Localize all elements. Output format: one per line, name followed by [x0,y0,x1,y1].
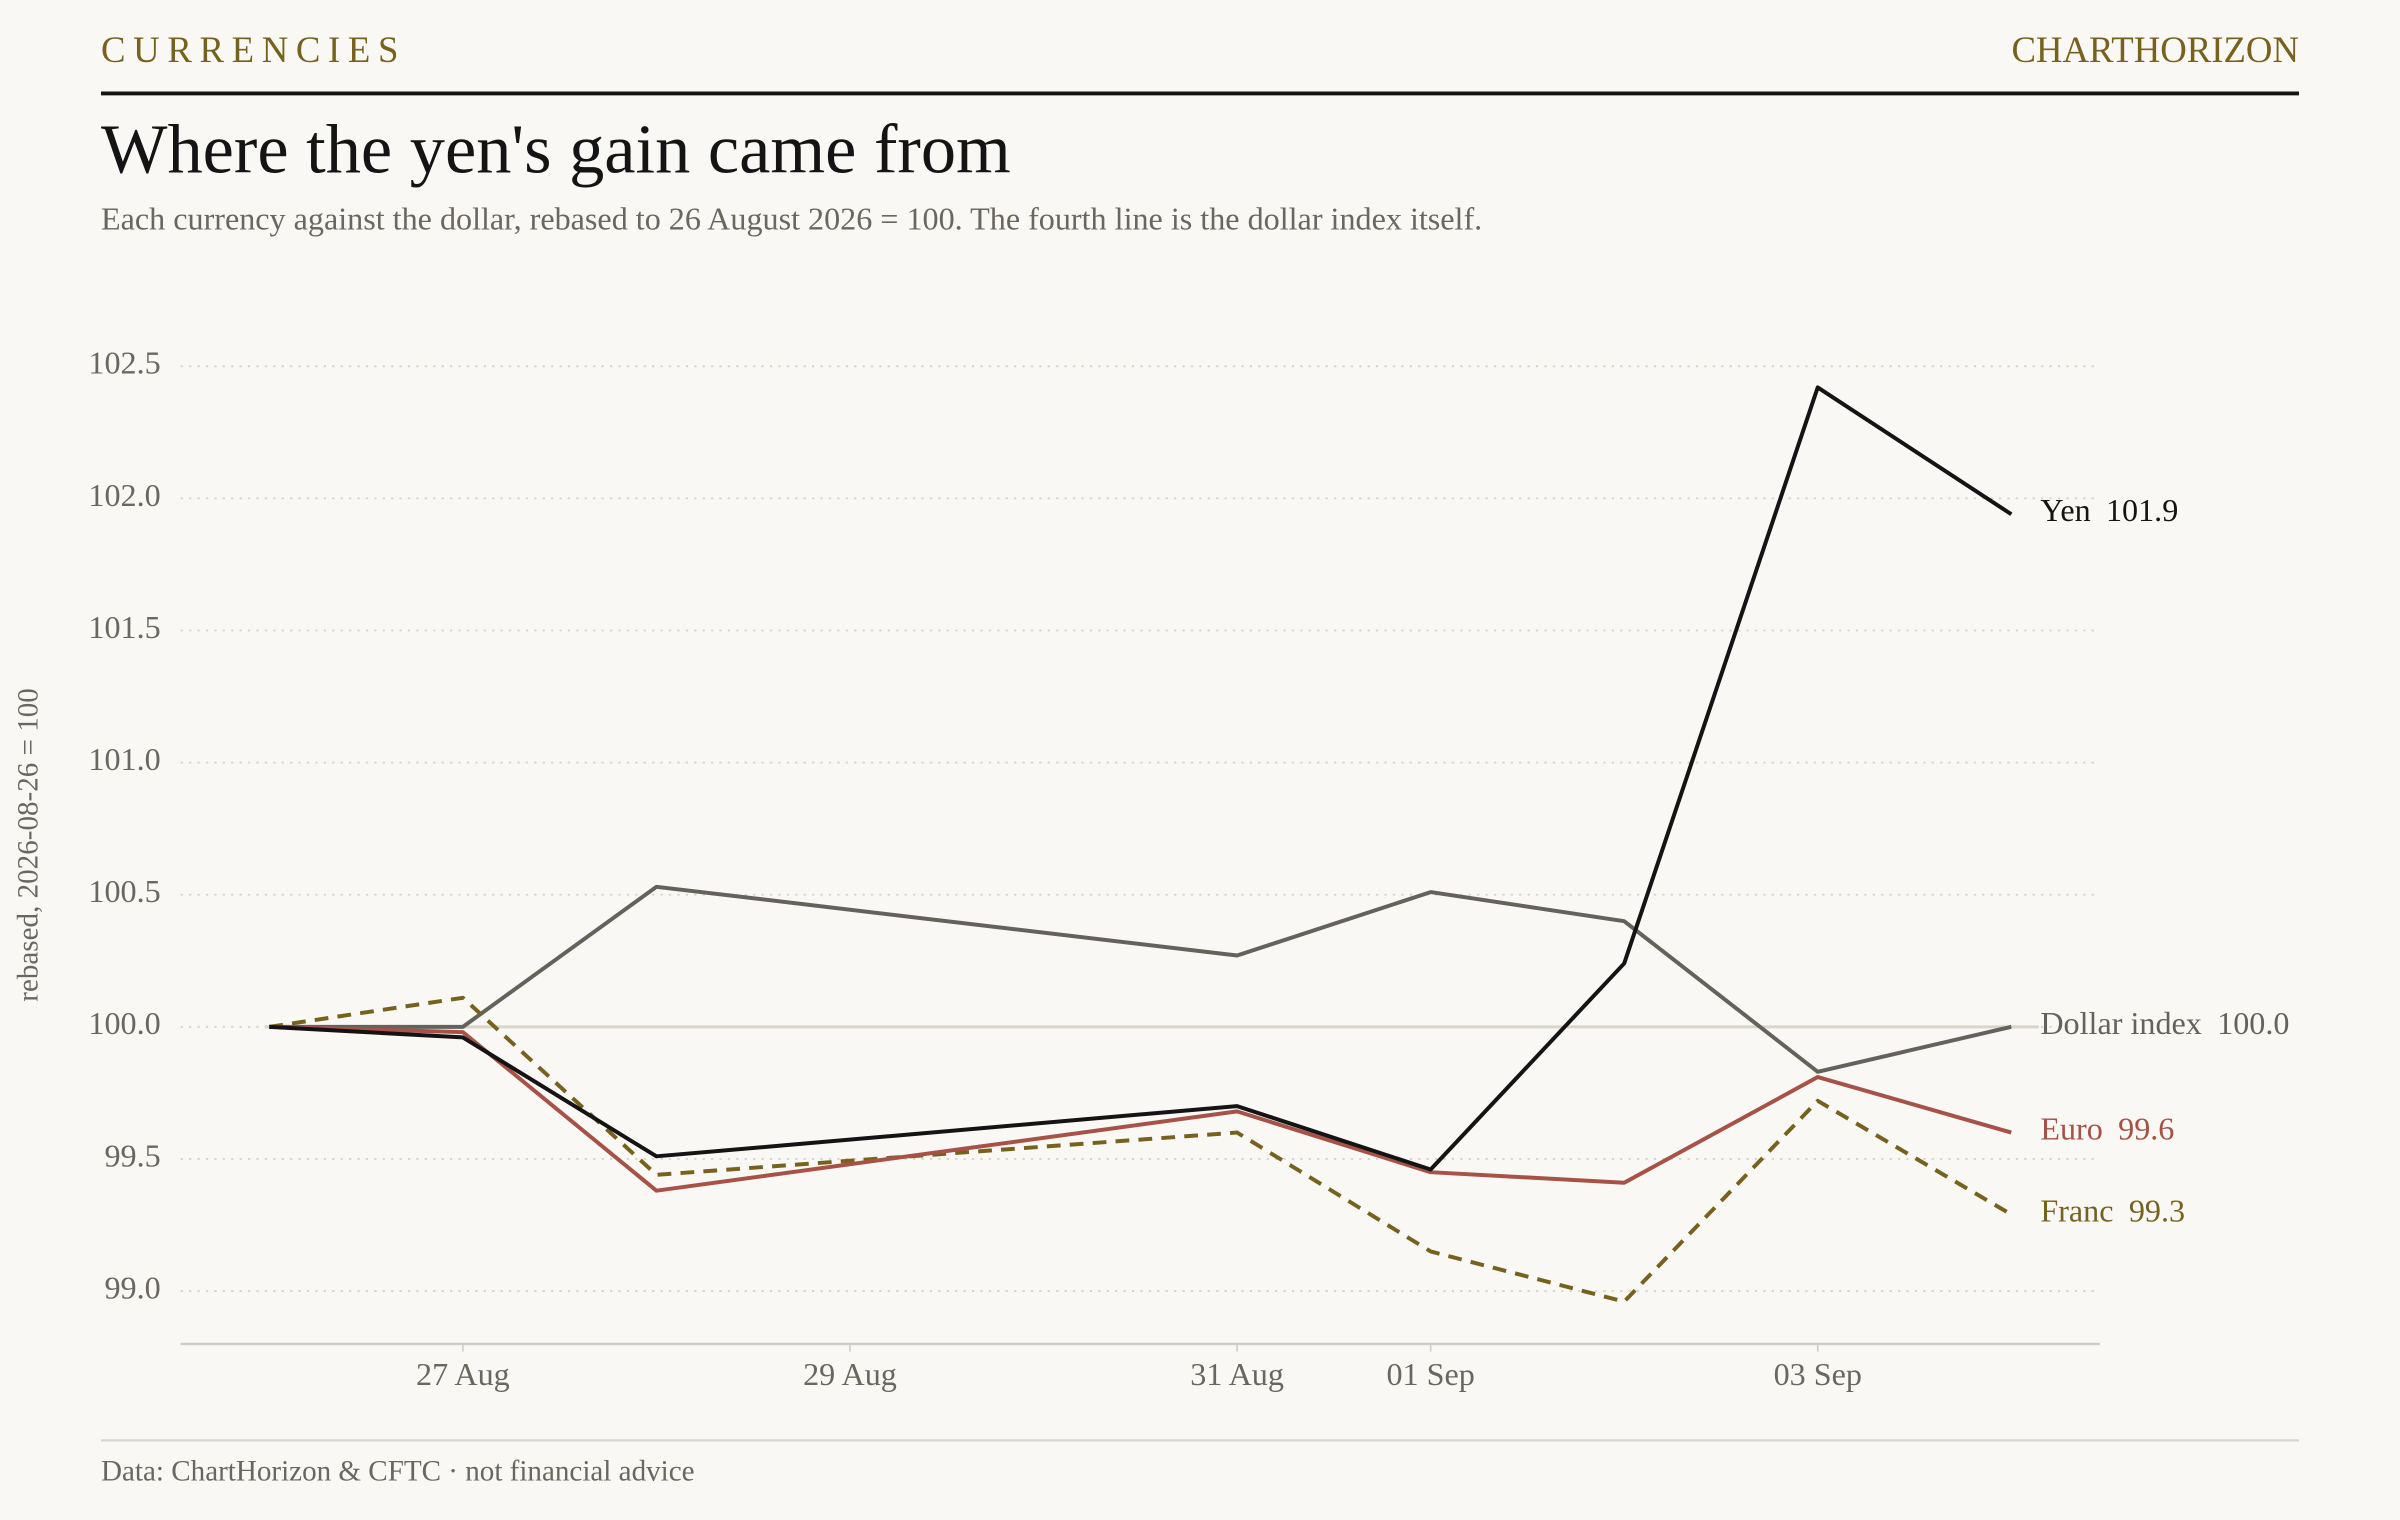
subtitle: Each currency against the dollar, rebase… [101,200,1482,236]
y-axis-label: rebased, 2026-08-26 = 100 [12,688,44,1002]
y-tick-label: 99.0 [104,1269,160,1305]
x-tick-label: 31 Aug [1190,1356,1284,1392]
x-tick-label: 01 Sep [1386,1356,1474,1392]
end-label: Yen 101.9 [2040,493,2178,529]
end-label: Euro 99.6 [2040,1111,2174,1147]
series-name: Franc [2040,1193,2113,1229]
series-line [269,995,2013,1304]
kicker: CURRENCIES [101,29,406,70]
y-tick-label: 102.0 [88,477,160,513]
series-line [269,884,2012,1074]
x-tick-label: 03 Sep [1774,1356,1862,1392]
series-name: Yen [2040,493,2090,529]
chart-title: Where the yen's gain came from [101,110,1011,188]
y-tick-label: 101.0 [88,741,160,777]
value-label: 100.0 [2217,1005,2289,1041]
end-label: Franc 99.3 [2040,1193,2185,1229]
y-tick-label: 101.5 [88,609,160,645]
value-label: 101.9 [2106,493,2178,529]
y-tick-label: 102.5 [88,345,160,381]
series-name: Dollar index [2040,1005,2201,1041]
y-tick-label: 100.0 [88,1005,160,1041]
brand: CHARTHORIZON [2012,29,2299,70]
y-tick-label: 100.5 [88,873,160,909]
series-line [269,385,2013,1172]
series-name: Euro [2040,1111,2102,1147]
x-tick-label: 27 Aug [416,1356,510,1392]
x-tick-label: 29 Aug [803,1356,897,1392]
value-label: 99.6 [2118,1111,2174,1147]
end-label: Dollar index 100.0 [2040,1005,2289,1041]
y-tick-label: 99.5 [104,1137,160,1173]
source: Data: ChartHorizon & CFTC · not financia… [101,1456,695,1488]
value-label: 99.3 [2129,1193,2185,1229]
